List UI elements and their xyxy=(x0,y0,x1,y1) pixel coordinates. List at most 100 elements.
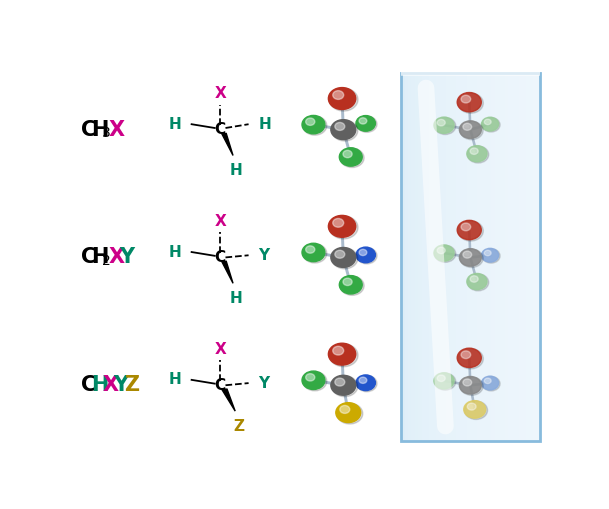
Ellipse shape xyxy=(463,123,471,130)
Bar xyxy=(446,73,450,441)
Bar xyxy=(463,73,467,441)
Text: C: C xyxy=(82,247,97,267)
Ellipse shape xyxy=(435,118,456,134)
Ellipse shape xyxy=(306,374,315,381)
Ellipse shape xyxy=(340,276,364,295)
Ellipse shape xyxy=(482,248,499,262)
Ellipse shape xyxy=(460,249,483,268)
Ellipse shape xyxy=(332,376,358,397)
Ellipse shape xyxy=(359,118,367,124)
Ellipse shape xyxy=(461,223,471,231)
Ellipse shape xyxy=(303,244,327,263)
Ellipse shape xyxy=(460,377,483,395)
Bar xyxy=(502,73,505,441)
Ellipse shape xyxy=(356,247,375,263)
Bar xyxy=(495,73,498,441)
Ellipse shape xyxy=(328,343,356,365)
Text: H: H xyxy=(169,373,181,387)
Ellipse shape xyxy=(468,274,489,291)
Ellipse shape xyxy=(470,148,478,154)
Ellipse shape xyxy=(340,148,364,167)
Bar xyxy=(529,73,533,441)
Bar xyxy=(474,73,477,441)
Bar xyxy=(401,73,540,441)
Ellipse shape xyxy=(303,116,327,135)
Bar xyxy=(415,73,419,441)
Text: Y: Y xyxy=(119,247,135,267)
Bar xyxy=(429,73,432,441)
Bar xyxy=(533,73,537,441)
Text: H: H xyxy=(230,163,242,178)
Text: Y: Y xyxy=(259,376,270,390)
Ellipse shape xyxy=(463,251,471,258)
Polygon shape xyxy=(222,133,233,155)
Ellipse shape xyxy=(457,348,481,367)
Ellipse shape xyxy=(464,401,486,418)
Ellipse shape xyxy=(468,146,489,163)
Ellipse shape xyxy=(335,123,345,130)
Text: C: C xyxy=(214,378,226,393)
Ellipse shape xyxy=(437,375,445,382)
Text: H: H xyxy=(91,247,109,267)
Bar xyxy=(526,73,530,441)
Ellipse shape xyxy=(484,119,491,125)
Polygon shape xyxy=(222,389,235,411)
Bar xyxy=(505,73,509,441)
Ellipse shape xyxy=(482,377,500,391)
Ellipse shape xyxy=(459,121,481,138)
Ellipse shape xyxy=(335,250,345,258)
Ellipse shape xyxy=(331,120,356,139)
Ellipse shape xyxy=(434,373,454,389)
Text: H: H xyxy=(91,375,109,395)
Ellipse shape xyxy=(302,371,325,389)
Bar xyxy=(491,73,495,441)
Ellipse shape xyxy=(302,243,325,262)
Bar xyxy=(523,73,526,441)
Ellipse shape xyxy=(306,118,315,125)
Ellipse shape xyxy=(306,246,315,253)
Ellipse shape xyxy=(434,245,454,261)
Ellipse shape xyxy=(484,378,491,384)
Ellipse shape xyxy=(460,121,483,139)
Ellipse shape xyxy=(331,247,356,267)
Bar xyxy=(418,73,422,441)
Text: Z: Z xyxy=(233,419,245,434)
Ellipse shape xyxy=(467,146,487,162)
Bar xyxy=(515,73,519,441)
Ellipse shape xyxy=(459,249,481,266)
Bar xyxy=(425,73,429,441)
Bar xyxy=(439,73,443,441)
Ellipse shape xyxy=(329,88,358,111)
Text: 3: 3 xyxy=(102,126,110,140)
Text: C: C xyxy=(82,375,97,395)
Text: H: H xyxy=(169,117,181,132)
Bar xyxy=(519,73,523,441)
Text: X: X xyxy=(102,375,118,395)
Bar xyxy=(460,73,464,441)
Ellipse shape xyxy=(339,148,362,166)
Ellipse shape xyxy=(335,378,345,386)
Text: Z: Z xyxy=(124,375,139,395)
Bar xyxy=(443,73,446,441)
Ellipse shape xyxy=(328,215,356,237)
Ellipse shape xyxy=(461,95,471,103)
Text: C: C xyxy=(214,250,226,265)
Ellipse shape xyxy=(437,120,445,126)
Ellipse shape xyxy=(328,88,356,109)
Ellipse shape xyxy=(356,116,375,131)
Ellipse shape xyxy=(356,375,375,390)
Ellipse shape xyxy=(465,401,488,419)
Ellipse shape xyxy=(457,220,481,240)
Bar xyxy=(449,73,454,441)
Ellipse shape xyxy=(343,150,352,158)
Bar xyxy=(477,73,481,441)
Text: Y: Y xyxy=(259,248,270,263)
Ellipse shape xyxy=(467,403,476,410)
Ellipse shape xyxy=(333,218,343,227)
Bar xyxy=(488,73,491,441)
Ellipse shape xyxy=(482,117,499,131)
Ellipse shape xyxy=(458,93,484,114)
Bar xyxy=(422,73,426,441)
Ellipse shape xyxy=(357,247,377,264)
Ellipse shape xyxy=(336,403,361,422)
